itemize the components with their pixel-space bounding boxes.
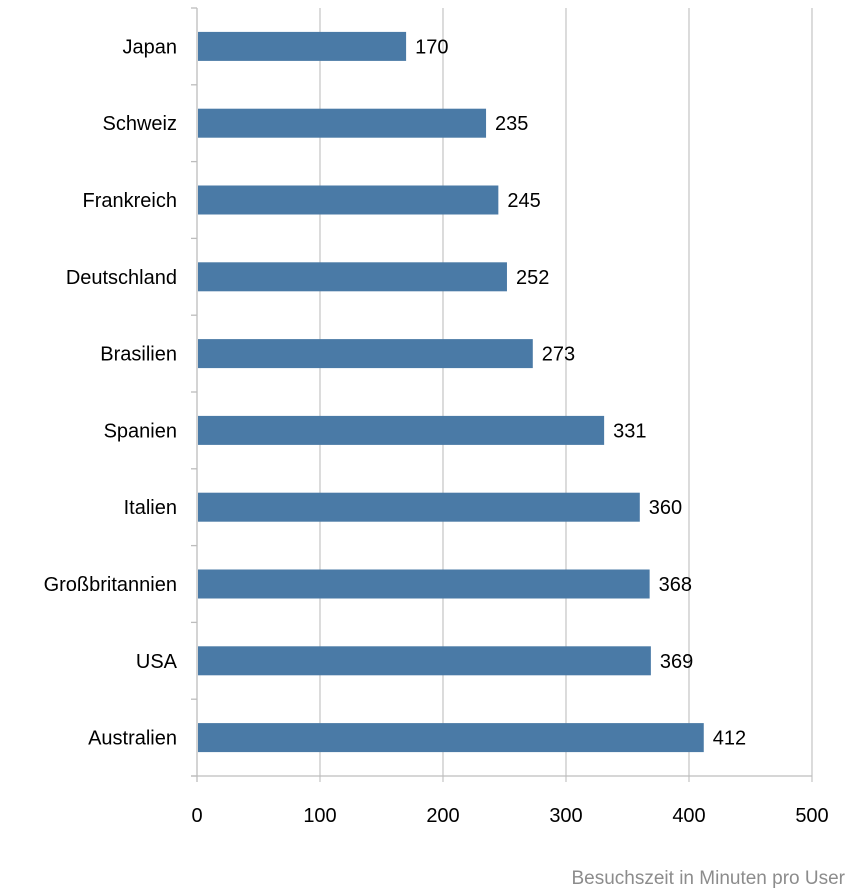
bar-schweiz — [198, 108, 487, 138]
bar-spanien — [198, 415, 605, 445]
bar-japan — [198, 31, 407, 61]
category-label: Italien — [124, 497, 177, 519]
bar-brasilien — [198, 339, 533, 369]
data-label: 412 — [713, 728, 746, 750]
data-label: 245 — [507, 190, 540, 212]
bar-italien — [198, 492, 640, 522]
category-label: Spanien — [104, 420, 177, 442]
bar-frankreich — [198, 185, 499, 215]
x-tick-label-500: 500 — [795, 805, 828, 827]
x-tick-label-300: 300 — [549, 805, 582, 827]
bar-australien — [198, 723, 704, 753]
category-label: Deutschland — [66, 267, 177, 289]
category-label: Japan — [123, 36, 178, 58]
data-label: 252 — [516, 267, 549, 289]
data-label: 273 — [542, 344, 575, 366]
data-label: 235 — [495, 113, 528, 135]
bar-deutschland — [198, 262, 507, 292]
x-tick-label-200: 200 — [426, 805, 459, 827]
category-label: USA — [136, 651, 178, 673]
data-label: 331 — [613, 420, 646, 442]
x-tick-label-100: 100 — [303, 805, 336, 827]
data-label: 369 — [660, 651, 693, 673]
category-label: Brasilien — [100, 344, 177, 366]
category-label: Schweiz — [103, 113, 177, 135]
data-label: 170 — [415, 36, 448, 58]
data-label: 368 — [659, 574, 692, 596]
category-label: Australien — [88, 728, 177, 750]
chart-caption: Besuchszeit in Minuten pro User — [571, 868, 845, 889]
bar-großbritannien — [198, 569, 650, 599]
x-tick-label-0: 0 — [191, 805, 202, 827]
category-label: Großbritannien — [44, 574, 177, 596]
bar-usa — [198, 646, 651, 676]
axes — [191, 7, 812, 782]
labels: 0 100 200 300 400 500 Japan 170 Schweiz 235 Frankr… — [44, 36, 829, 827]
category-label: Frankreich — [83, 190, 177, 212]
x-tick-label-400: 400 — [672, 805, 705, 827]
bars — [198, 31, 704, 753]
data-label: 360 — [649, 497, 682, 519]
